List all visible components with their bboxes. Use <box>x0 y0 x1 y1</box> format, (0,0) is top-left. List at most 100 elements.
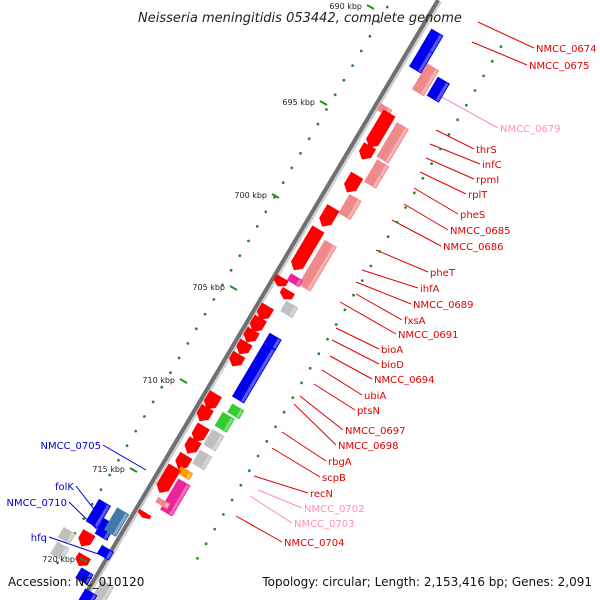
gene-block-shine <box>212 434 224 451</box>
gene-arrow <box>184 436 202 454</box>
kbp-tick-label: 700 kbp <box>234 191 267 200</box>
gene-arrow <box>137 508 152 520</box>
gene-block <box>192 449 213 471</box>
gc-dot <box>352 293 355 297</box>
gc-dot <box>195 327 198 331</box>
gene-arrow <box>78 529 96 547</box>
gc-dot <box>499 45 503 49</box>
gene-feature <box>103 507 130 537</box>
gc-dot <box>256 454 260 458</box>
gene-block <box>263 332 282 351</box>
gene-feature-track <box>50 28 450 600</box>
gene-label: NMCC_0697 <box>345 426 406 437</box>
gene-feature <box>338 194 362 221</box>
gc-dot <box>412 191 416 195</box>
gene-block-shine <box>385 128 408 163</box>
label-connector <box>355 293 403 321</box>
gene-block <box>96 544 115 561</box>
map-title: Neisseria meningitidis 053442, complete … <box>138 11 462 26</box>
gene-label: folK <box>55 482 74 493</box>
gene-feature <box>256 302 275 320</box>
gene-block-shine <box>94 504 110 527</box>
label-connector <box>235 515 283 543</box>
gene-arrow <box>156 463 181 493</box>
gene-block-shine <box>289 306 297 317</box>
gc-dot <box>308 366 312 370</box>
gc-dot <box>82 517 86 521</box>
label-connector <box>413 187 459 215</box>
label-connector <box>477 21 535 49</box>
gc-dot <box>369 264 373 268</box>
gene-block <box>78 588 98 600</box>
gene-label: rplT <box>468 190 488 201</box>
kbp-tick <box>319 100 328 106</box>
label-connector <box>355 281 412 305</box>
gene-block-shine <box>241 348 275 403</box>
gene-block-shine <box>236 409 243 418</box>
gc-dot <box>404 206 407 209</box>
gc-dot <box>99 488 103 491</box>
gene-arrow <box>279 287 295 300</box>
gc-dot <box>490 59 494 63</box>
gene-block <box>155 496 171 510</box>
label-connector <box>293 403 337 446</box>
gene-feature <box>137 508 152 520</box>
gene-block-shine <box>87 594 97 600</box>
gene-feature <box>366 109 396 148</box>
gc-dot <box>333 93 337 97</box>
label-connector <box>471 41 528 66</box>
gene-label: fxsA <box>404 316 426 327</box>
gene-feature <box>50 541 70 561</box>
label-connector <box>257 489 303 509</box>
gene-arrow <box>358 142 377 160</box>
gene-feature <box>75 552 92 567</box>
gene-block-shine <box>201 455 211 470</box>
gene-arrow <box>229 350 246 367</box>
gene-feature <box>409 45 434 74</box>
gene-block <box>177 466 194 481</box>
gc-dot <box>385 5 389 9</box>
label-connector <box>419 171 467 195</box>
label-connector <box>249 495 293 524</box>
gc-dot <box>325 108 328 111</box>
gc-dot <box>264 210 268 214</box>
gc-dot <box>317 352 321 356</box>
kbp-tick <box>366 4 375 10</box>
gene-block-shine <box>169 484 190 516</box>
gene-block-shine <box>164 502 169 508</box>
gc-dot <box>177 356 181 360</box>
gene-label: scpB <box>322 473 346 484</box>
genome-summary-text: Topology: circular; Length: 2,153,416 bp… <box>261 575 592 589</box>
gene-block-shine <box>59 547 69 560</box>
gene-feature <box>196 404 214 422</box>
gene-arrow <box>196 404 214 422</box>
gene-arrow <box>366 109 396 148</box>
gene-label: NMCC_0686 <box>443 242 504 253</box>
gene-block-shine <box>373 175 382 188</box>
gene-feature <box>192 449 213 471</box>
gene-label: ihfA <box>420 284 440 295</box>
label-connector <box>403 203 449 231</box>
gene-feature <box>249 314 267 332</box>
gc-dot <box>456 118 459 122</box>
gene-feature <box>376 122 409 164</box>
gc-dot <box>473 89 477 92</box>
label-connector <box>429 143 481 165</box>
gc-dot <box>281 181 285 185</box>
gene-arrow <box>344 171 364 193</box>
gene-block <box>411 63 440 97</box>
gene-block <box>376 122 409 164</box>
kbp-tick-label: 710 kbp <box>142 376 175 385</box>
gene-block <box>338 194 362 221</box>
gene-label: NMCC_0689 <box>413 300 474 311</box>
label-connector <box>439 95 499 129</box>
gc-dot <box>447 133 451 136</box>
gc-dot <box>56 561 59 565</box>
gc-dot <box>204 542 208 546</box>
gc-dot <box>108 473 112 477</box>
label-connector <box>253 475 309 494</box>
kbp-tick <box>229 285 238 291</box>
gene-feature <box>156 463 181 493</box>
